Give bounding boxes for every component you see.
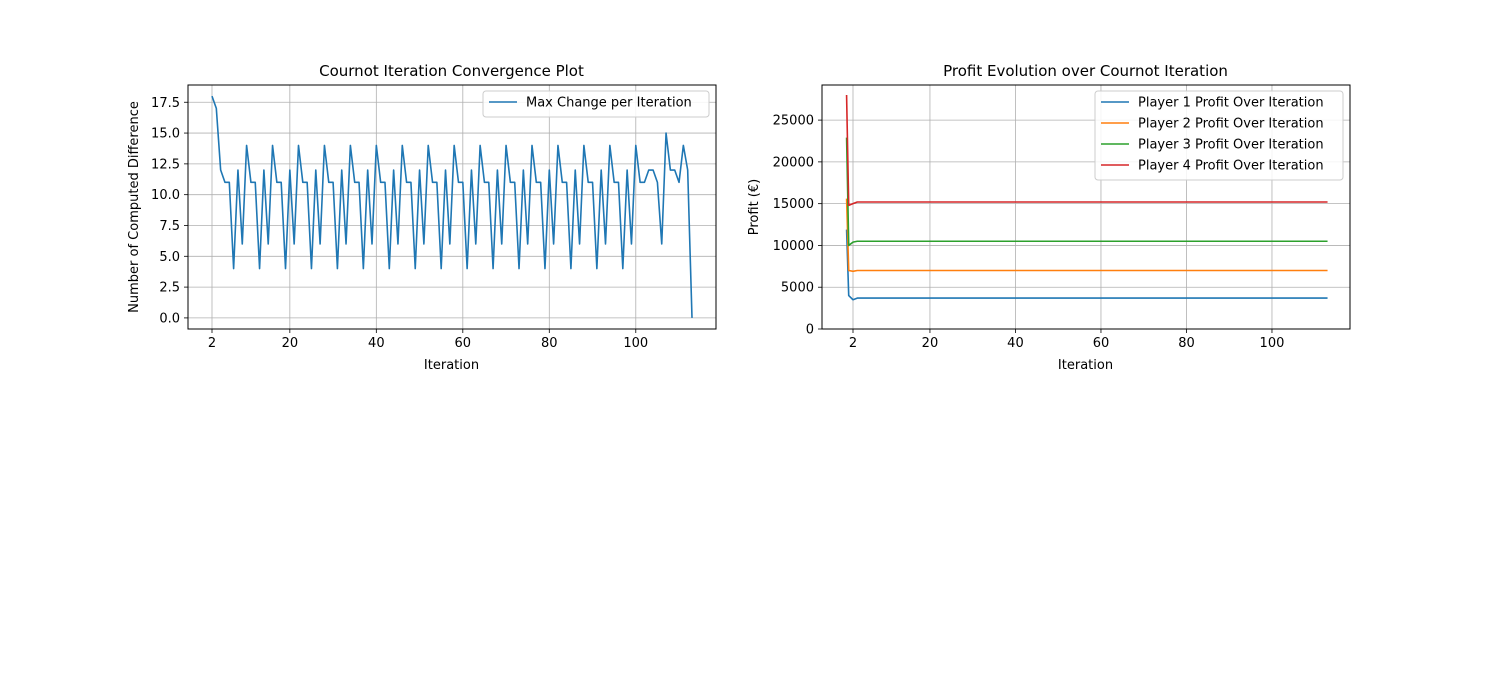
y-tick-label: 25000 (773, 114, 814, 129)
legend-label: Player 1 Profit Over Iteration (1138, 96, 1324, 111)
series-line (845, 229, 1328, 301)
legend-label: Player 2 Profit Over Iteration (1138, 117, 1324, 132)
series-lines (211, 95, 693, 318)
y-tick-label: 15.0 (151, 127, 180, 142)
legend-label: Player 3 Profit Over Iteration (1138, 138, 1324, 153)
chart-title: Cournot Iteration Convergence Plot (319, 62, 584, 80)
y-tick-label: 0.0 (159, 311, 180, 326)
x-tick-label: 100 (1260, 336, 1285, 351)
x-tick-label: 40 (368, 336, 385, 351)
x-tick-label: 60 (1093, 336, 1110, 351)
x-tick-label: 80 (1178, 336, 1195, 351)
x-axis-label: Iteration (1058, 358, 1113, 373)
y-tick-label: 7.5 (159, 219, 180, 234)
x-tick-label: 80 (541, 336, 558, 351)
x-tick-label: 20 (282, 336, 299, 351)
y-tick-label: 5.0 (159, 250, 180, 265)
y-tick-label: 17.5 (151, 96, 180, 111)
x-axis-label: Iteration (424, 358, 479, 373)
x-tick-label: 100 (623, 336, 648, 351)
chart-title: Profit Evolution over Cournot Iteration (943, 62, 1228, 80)
y-axis-label: Profit (€) (747, 179, 762, 235)
y-axis-label: Number of Computed Difference (127, 101, 142, 313)
y-tick-label: 15000 (773, 197, 814, 212)
legend: Player 1 Profit Over Iteration Player 2 P… (1094, 90, 1344, 181)
series-line (845, 198, 1328, 273)
plot-area (821, 84, 1351, 330)
x-tick-label: 20 (922, 336, 939, 351)
y-tick-label: 2.5 (159, 281, 180, 296)
series-lines (845, 95, 1328, 301)
legend-box (482, 90, 710, 118)
profit-chart: Profit Evolution over Cournot Iteration … (747, 62, 1351, 373)
x-tick-label: 2 (849, 336, 857, 351)
x-tick-label: 40 (1007, 336, 1024, 351)
y-tick-label: 20000 (773, 155, 814, 170)
x-tick-label: 2 (208, 336, 216, 351)
legend: Max Change per Iteration (482, 90, 710, 118)
legend-label: Max Change per Iteration (526, 96, 692, 111)
series-line (845, 95, 1328, 207)
series-line (211, 95, 693, 318)
legend-box (1094, 90, 1344, 181)
y-tick-label: 12.5 (151, 157, 180, 172)
series-line (845, 137, 1328, 247)
y-tick-label: 0 (806, 323, 814, 338)
legend-label: Player 4 Profit Over Iteration (1138, 159, 1324, 174)
y-tick-label: 10000 (773, 239, 814, 254)
axis-ticks: 2 20 40 60 80 100 0 5000 10000 15000 20000 25000 (773, 114, 1285, 351)
y-tick-label: 5000 (781, 281, 814, 296)
y-tick-label: 10.0 (151, 188, 180, 203)
plot-area (187, 84, 717, 330)
x-tick-label: 60 (455, 336, 472, 351)
axis-ticks: 2 20 40 60 80 100 0.0 2.5 5.0 7.5 10.0 12.5 15.0 17.5 (151, 96, 648, 351)
convergence-chart: Cournot Iteration Convergence Plot Itera… (127, 62, 717, 373)
